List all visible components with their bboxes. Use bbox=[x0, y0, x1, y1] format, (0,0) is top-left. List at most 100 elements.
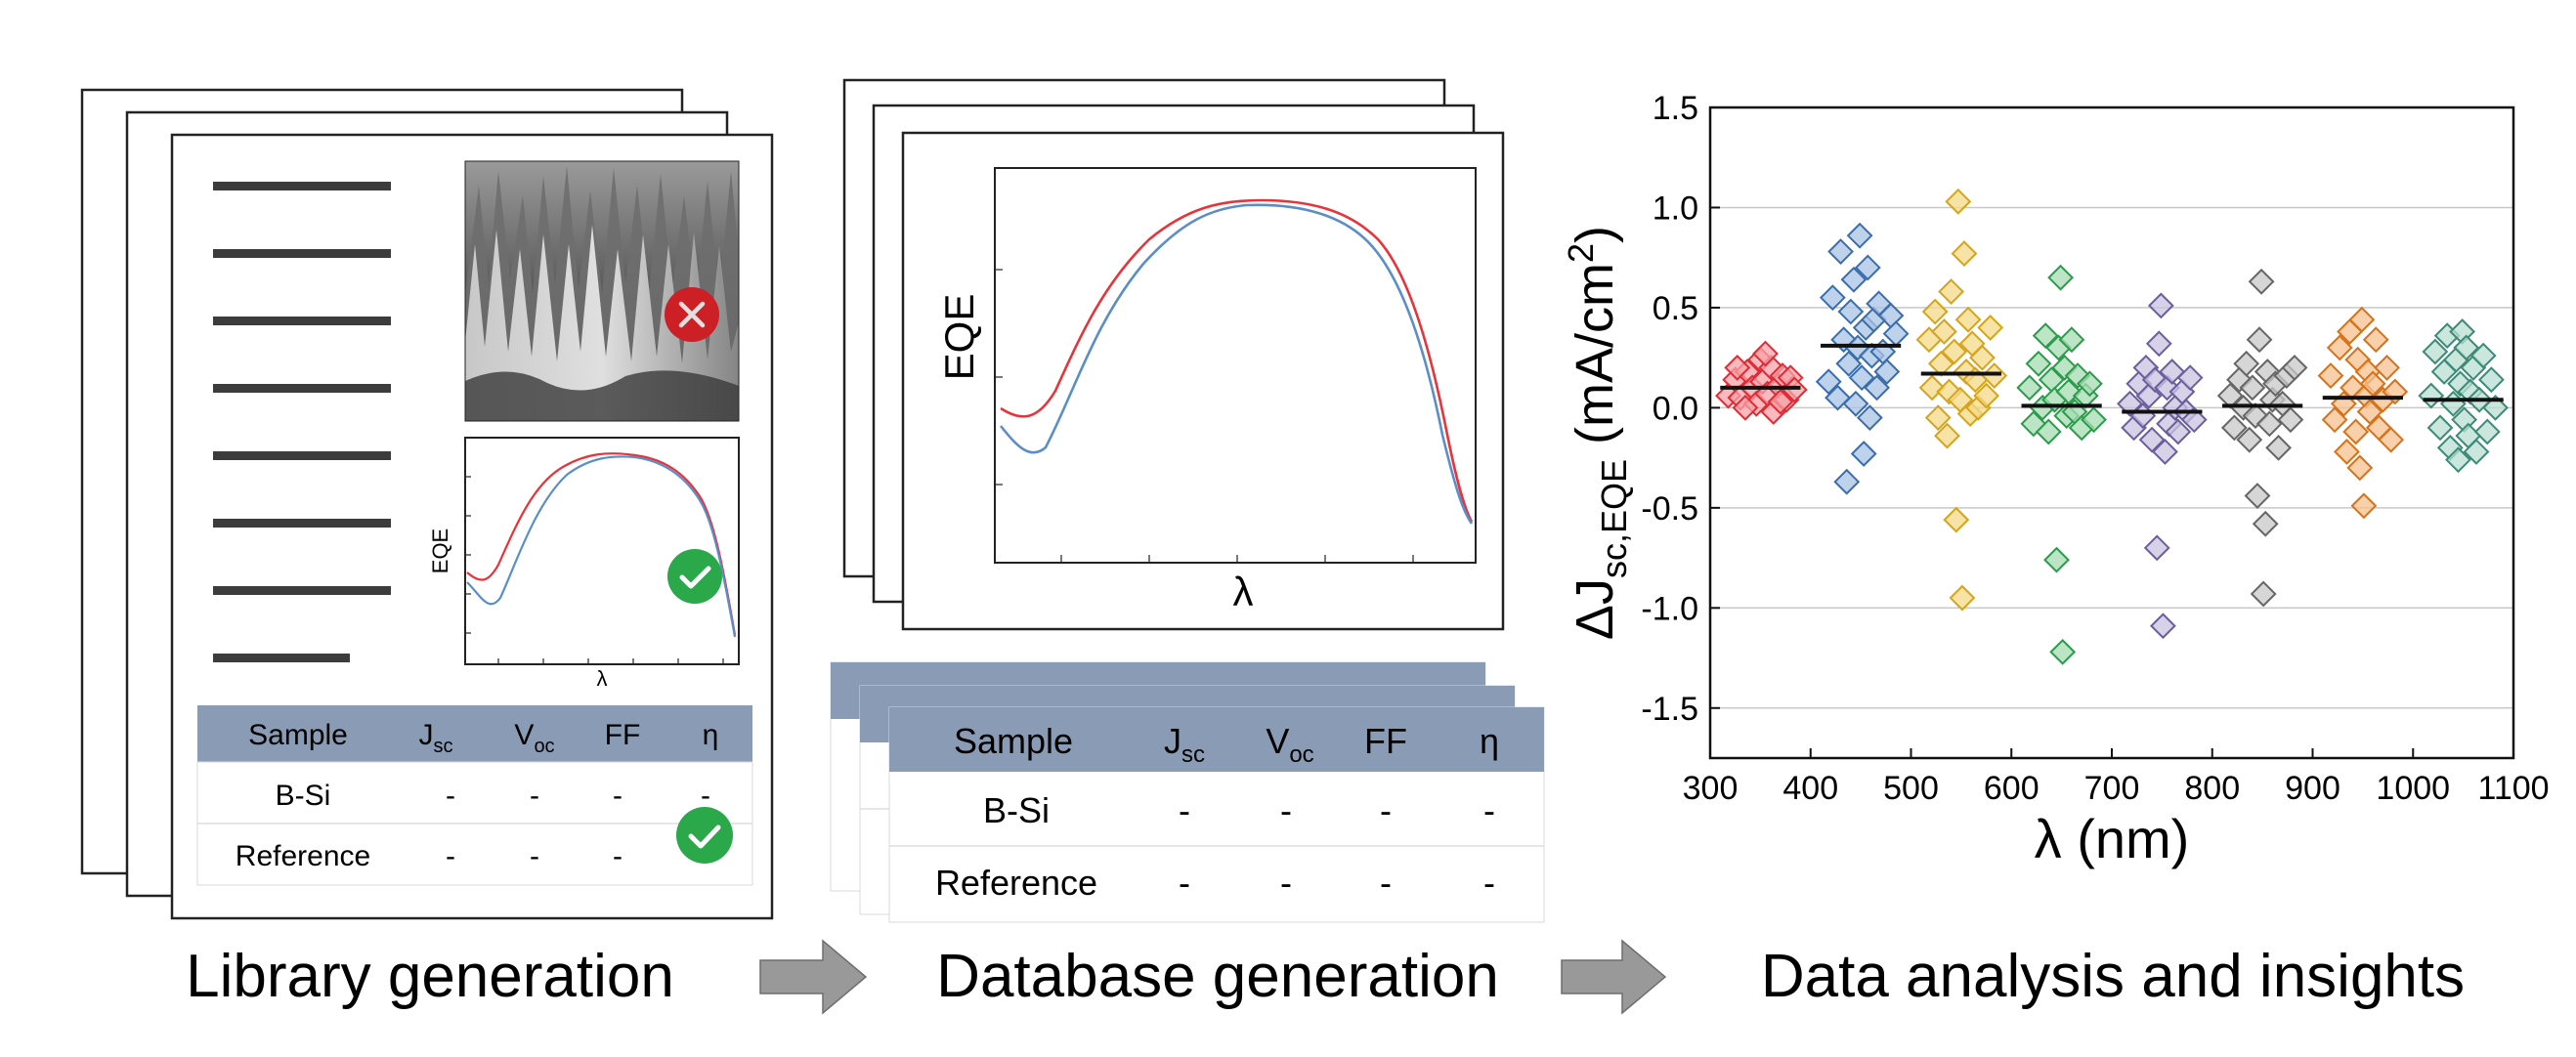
caption-database-generation: Database generation bbox=[936, 943, 1499, 1010]
data-point bbox=[2236, 426, 2263, 453]
library-cell: - bbox=[613, 780, 623, 812]
data-point bbox=[2321, 406, 2348, 434]
x-tick-label: 600 bbox=[1984, 770, 2039, 807]
library-cell: - bbox=[530, 840, 539, 872]
data-point bbox=[1873, 359, 1901, 385]
database-cell: - bbox=[1179, 863, 1190, 903]
data-point bbox=[2076, 370, 2103, 398]
data-point bbox=[2463, 439, 2490, 465]
database-header-eta: η bbox=[1480, 721, 1499, 761]
data-point bbox=[1969, 344, 1996, 371]
small-eqe-blue bbox=[466, 455, 737, 638]
sem-frame bbox=[464, 160, 740, 422]
data-point bbox=[1864, 374, 1890, 402]
database-cell: - bbox=[1280, 790, 1292, 830]
data-point bbox=[2032, 322, 2059, 350]
large-plot-frame bbox=[994, 167, 1477, 564]
data-point bbox=[2326, 334, 2353, 361]
series-group bbox=[2216, 268, 2308, 608]
data-point bbox=[2025, 350, 2052, 377]
data-point bbox=[1921, 298, 1949, 325]
database-cell: - bbox=[1179, 790, 1190, 830]
data-point bbox=[2035, 418, 2062, 445]
data-point bbox=[1941, 338, 1968, 365]
library-cell: - bbox=[530, 780, 539, 812]
data-point bbox=[2342, 418, 2370, 445]
data-point bbox=[2426, 414, 2454, 442]
database-cell: - bbox=[1380, 790, 1392, 830]
data-point bbox=[2176, 364, 2204, 392]
caption-library-generation: Library generation bbox=[186, 943, 674, 1010]
x-tick-label: 1100 bbox=[2477, 770, 2549, 807]
large-lambda-label: λ bbox=[1233, 569, 1254, 614]
chart-x-axis-label: λ (nm) bbox=[2035, 808, 2190, 869]
library-header-sample: Sample bbox=[248, 719, 348, 751]
data-point bbox=[2445, 446, 2471, 474]
data-point bbox=[2348, 306, 2376, 333]
data-point bbox=[1840, 266, 1868, 293]
arrow-icon bbox=[1561, 939, 1667, 1015]
data-point bbox=[2138, 426, 2166, 453]
chart-means bbox=[1720, 343, 2504, 414]
library-header-ff: FF bbox=[605, 719, 641, 751]
data-point bbox=[2058, 326, 2085, 354]
large-eqe-plot: EQE λ bbox=[936, 167, 1477, 614]
data-point bbox=[2374, 354, 2400, 381]
library-header-eta: η bbox=[703, 719, 719, 751]
y-tick-label: -1.5 bbox=[1641, 691, 1698, 728]
data-point bbox=[2265, 434, 2292, 461]
data-point bbox=[1819, 284, 1846, 312]
data-point bbox=[1848, 364, 1875, 392]
data-point bbox=[2422, 338, 2449, 365]
data-point bbox=[2047, 264, 2075, 291]
database-cell: - bbox=[1483, 790, 1495, 830]
data-point bbox=[1856, 404, 1883, 432]
data-point bbox=[1846, 222, 1873, 249]
data-point bbox=[1943, 506, 1970, 533]
data-point bbox=[2165, 418, 2192, 445]
data-point bbox=[1815, 368, 1842, 396]
data-point bbox=[2334, 439, 2360, 465]
small-eqe-red bbox=[466, 452, 737, 636]
database-header-sample: Sample bbox=[954, 721, 1073, 761]
data-point bbox=[2281, 354, 2308, 381]
data-point bbox=[2356, 399, 2383, 425]
y-tick-label: 1.0 bbox=[1653, 190, 1698, 227]
library-table: Sample Jsc Voc FF η B-Si - - - - Referen… bbox=[196, 705, 753, 886]
data-point bbox=[2469, 342, 2497, 369]
y-tick-label: 0.5 bbox=[1653, 290, 1698, 327]
database-row-reference-sample: Reference bbox=[935, 863, 1097, 903]
data-point bbox=[2453, 334, 2480, 361]
data-point bbox=[2152, 439, 2178, 465]
y-tick-label: -0.5 bbox=[1641, 490, 1698, 528]
data-point bbox=[1833, 468, 1861, 495]
data-point bbox=[2049, 638, 2077, 665]
database-cell: - bbox=[1280, 863, 1292, 903]
database-table-header bbox=[889, 707, 1544, 772]
data-point bbox=[2378, 426, 2405, 453]
library-table-header bbox=[197, 705, 752, 762]
data-point bbox=[2117, 390, 2143, 417]
large-eqe-label: EQE bbox=[936, 294, 982, 381]
chart-y-axis-label: ΔJsc,EQE (mA/cm2) bbox=[1561, 226, 1634, 640]
data-point bbox=[2359, 370, 2386, 398]
library-cell: - bbox=[613, 840, 623, 872]
data-point bbox=[2246, 326, 2273, 354]
data-point bbox=[2350, 492, 2378, 520]
data-point bbox=[2482, 394, 2509, 421]
data-point bbox=[2233, 350, 2260, 377]
data-point bbox=[1835, 350, 1863, 377]
sem-base bbox=[465, 370, 739, 421]
library-cell: - bbox=[701, 780, 710, 812]
data-point bbox=[2346, 454, 2374, 482]
data-point bbox=[2317, 362, 2344, 390]
small-eqe-label: EQE bbox=[428, 528, 452, 573]
x-tick-label: 1000 bbox=[2376, 770, 2450, 807]
text-line bbox=[213, 654, 350, 662]
database-header-ff: FF bbox=[1364, 721, 1407, 761]
x-tick-label: 800 bbox=[2184, 770, 2240, 807]
series-group bbox=[1715, 340, 1808, 425]
data-point bbox=[1850, 441, 1877, 467]
text-line bbox=[213, 451, 391, 460]
data-point bbox=[1837, 298, 1865, 325]
